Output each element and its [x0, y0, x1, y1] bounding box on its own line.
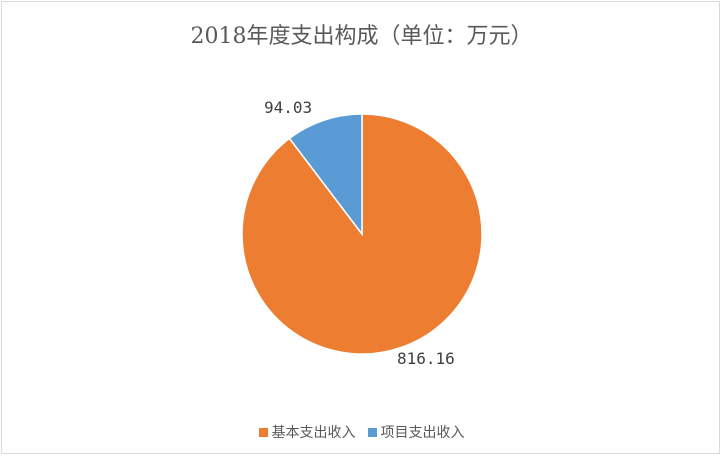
pie-slice-project	[288, 113, 363, 237]
data-label-project: 94.03	[264, 98, 312, 117]
legend-swatch-project	[367, 427, 377, 437]
legend-label-basic: 基本支出收入	[271, 425, 356, 441]
data-label-basic: 816.16	[397, 349, 455, 368]
legend-item-basic: 基本支出收入	[258, 422, 356, 442]
pie-data-labels: 816.16 94.03	[264, 98, 455, 368]
pie-slices	[241, 113, 483, 355]
legend-item-project: 项目支出收入	[367, 422, 465, 442]
legend-swatch-basic	[258, 427, 268, 437]
legend-label-project: 项目支出收入	[380, 425, 465, 441]
chart-title: 2018年度支出构成（单位：万元）	[190, 24, 533, 49]
legend: 基本支出收入 项目支出收入	[2, 422, 721, 442]
